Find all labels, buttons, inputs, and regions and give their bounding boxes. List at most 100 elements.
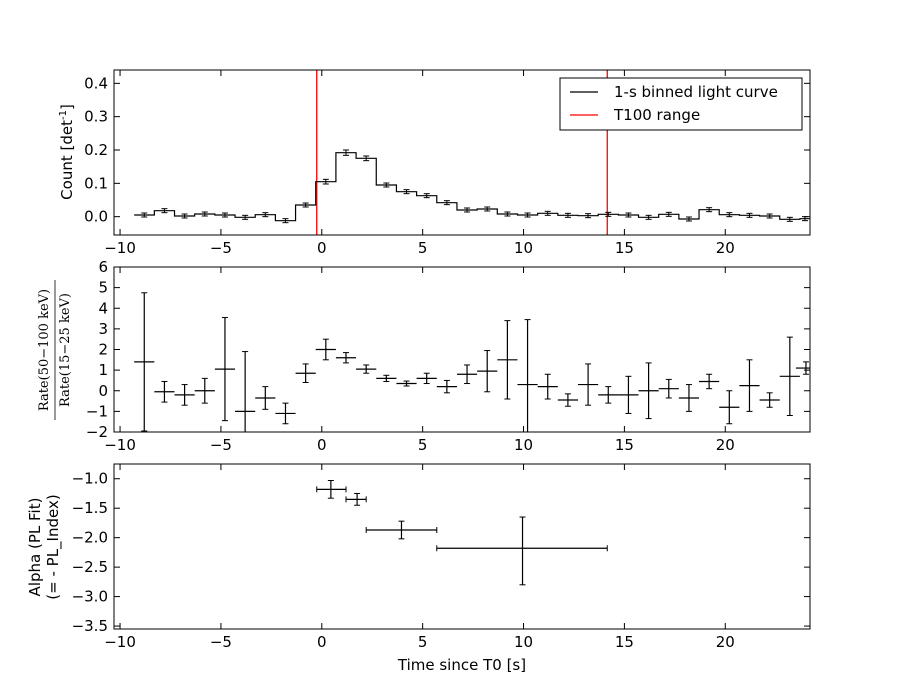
light-curve-error-bar	[746, 212, 753, 218]
panel-spectral-index: −1.0 −1.5 −2.0 −2.5 −3.0 −3.5 −10 −5 0 5 10 15 20 A…	[26, 463, 811, 651]
hardness-ratio-point	[699, 373, 720, 390]
y-tick-label: 0.4	[84, 74, 108, 92]
legend: 1-s binned light curve T100 range	[559, 77, 803, 131]
light-curve-error-bar	[564, 212, 571, 218]
light-curve-error-bar	[645, 214, 652, 220]
light-curve-error-bar	[504, 211, 511, 217]
x-tick-label: 20	[716, 436, 735, 454]
y-tick-label: −1.5	[72, 499, 108, 517]
hardness-ratio-point	[315, 338, 336, 361]
hardness-ratio-point	[598, 386, 619, 404]
light-curve-error-bar	[221, 212, 228, 218]
hardness-ratio-point	[376, 374, 397, 382]
x-tick-label: 10	[514, 239, 533, 257]
panel-3-ylabel-line1: Alpha (PL Fit)	[26, 498, 44, 597]
light-curve-error-bar	[706, 207, 713, 213]
light-curve-error-bar	[242, 214, 249, 220]
panel-2-ylabel-denominator: Rate(15−25 keV)	[58, 293, 73, 407]
legend-box	[559, 77, 803, 131]
light-curve-error-bar	[726, 212, 733, 218]
panel-1-ylabel: Count [det-1]	[58, 104, 76, 200]
y-tick-label: 6	[98, 258, 108, 276]
panel-3-y-ticks: −1.0 −1.5 −2.0 −2.5 −3.0 −3.5	[72, 470, 810, 635]
x-tick-label: 20	[716, 633, 735, 651]
x-tick-label: 20	[716, 239, 735, 257]
light-curve-error-bar	[141, 212, 148, 218]
light-curve-error-bar	[685, 216, 692, 222]
hardness-ratio-point	[759, 392, 780, 408]
hardness-ratio-point	[255, 386, 276, 410]
hardness-ratio-point	[456, 364, 478, 385]
hardness-ratio-point	[396, 380, 417, 387]
light-curve-error-bar	[363, 155, 370, 162]
hardness-ratio-point	[174, 384, 195, 406]
y-tick-label: 4	[98, 299, 108, 317]
hardness-ratio-point	[335, 352, 357, 364]
light-curve-error-bar	[201, 211, 208, 217]
hardness-ratio-point	[557, 393, 578, 407]
light-curve-error-bars	[141, 149, 808, 224]
light-curve-error-bar	[786, 216, 793, 222]
hardness-ratio-point	[134, 292, 155, 432]
hardness-ratio-point	[235, 351, 256, 432]
light-curve-error-bar	[443, 200, 450, 206]
panel-2-ylabel-numerator: Rate(50−100 keV)	[37, 289, 52, 411]
y-tick-label: −2.5	[72, 558, 108, 576]
legend-label-t100: T100 range	[613, 106, 700, 124]
x-tick-label: −5	[210, 436, 232, 454]
x-tick-label: 0	[317, 239, 327, 257]
hardness-ratio-point	[739, 359, 760, 412]
y-tick-label: −3.5	[72, 617, 108, 635]
light-curve-error-bar	[665, 211, 672, 217]
light-curve-error-bar	[161, 208, 168, 214]
y-tick-label: −1.0	[72, 470, 108, 488]
hardness-ratio-point	[795, 361, 810, 375]
x-tick-label: −10	[104, 633, 136, 651]
y-tick-label: 0.2	[84, 141, 108, 159]
y-tick-label: 0.0	[84, 208, 108, 226]
hardness-ratio-point	[578, 363, 599, 406]
x-tick-label: 0	[317, 633, 327, 651]
y-tick-label: −3.0	[72, 588, 108, 606]
y-tick-label: 0	[98, 382, 108, 400]
hardness-ratio-point	[658, 378, 679, 399]
y-tick-label: 0.1	[84, 174, 108, 192]
x-tick-label: −5	[210, 633, 232, 651]
x-tick-label: 5	[418, 436, 428, 454]
hardness-ratio-point	[194, 377, 215, 404]
panel-2-y-ticks: −2 −1 0 1 2 3 4 5 6	[86, 258, 810, 441]
alpha-points	[316, 480, 608, 586]
light-curve-error-bar	[464, 207, 471, 213]
panel-2-x-ticks: −10 −5 0 5 10 15 20	[104, 267, 735, 454]
panel-1-y-ticks: 0.0 0.1 0.2 0.3 0.4	[84, 74, 810, 226]
y-tick-label: 2	[98, 341, 108, 359]
hardness-ratio-point	[275, 402, 296, 425]
alpha-point	[316, 480, 347, 499]
hardness-ratio-point	[154, 380, 175, 403]
x-tick-label: −10	[104, 239, 136, 257]
y-tick-label: 5	[98, 279, 108, 297]
hardness-ratio-point	[537, 373, 558, 400]
x-tick-label: 5	[418, 633, 428, 651]
light-curve-error-bar	[524, 212, 531, 218]
light-curve-step-line	[134, 152, 810, 222]
panel-3-x-ticks: −10 −5 0 5 10 15 20	[104, 464, 735, 651]
hardness-ratio-point	[678, 384, 700, 412]
x-tick-label: −5	[210, 239, 232, 257]
light-curve-error-bar	[181, 213, 188, 219]
x-tick-label: −10	[104, 436, 136, 454]
hardness-ratio-point	[214, 317, 236, 422]
hardness-ratio-point	[497, 320, 518, 400]
light-curve-error-bar	[322, 178, 329, 185]
panel-1-frame	[113, 69, 811, 236]
x-tick-label: 15	[615, 633, 634, 651]
light-curve-error-bar	[544, 210, 551, 216]
y-tick-label: 3	[98, 320, 108, 338]
alpha-point	[365, 520, 438, 540]
x-tick-label: 10	[514, 436, 533, 454]
x-tick-label: 10	[514, 633, 533, 651]
panel-2-ylabel: Rate(50−100 keV) Rate(15−25 keV)	[37, 280, 73, 420]
hardness-ratio-point	[356, 364, 377, 374]
x-axis-label: Time since T0 [s]	[397, 656, 526, 674]
